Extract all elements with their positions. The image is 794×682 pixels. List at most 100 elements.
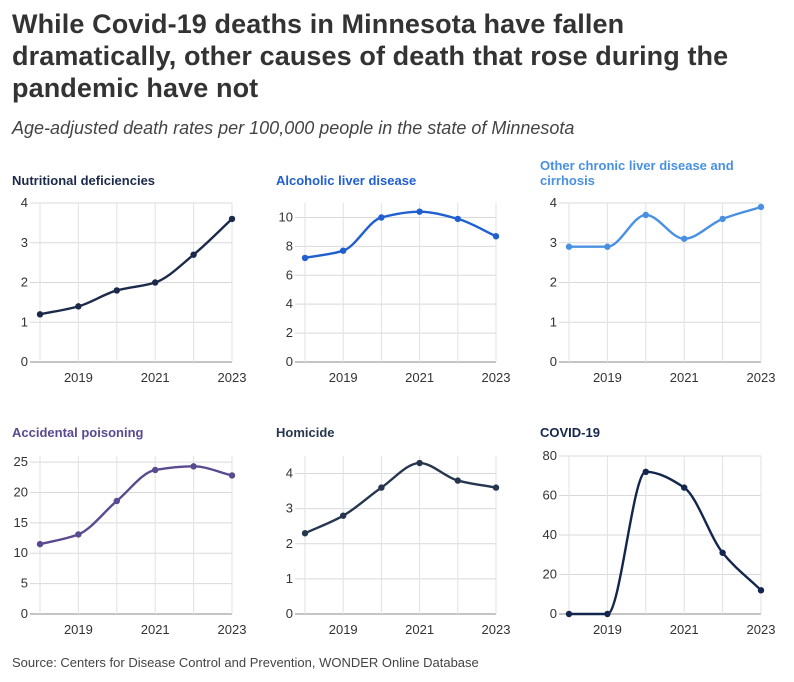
y-tick-label: 3 (286, 501, 293, 516)
data-point (378, 214, 385, 221)
panel-title-line: COVID-19 (540, 425, 600, 440)
y-tick-label: 3 (550, 235, 557, 250)
y-tick-label: 2 (550, 275, 557, 290)
data-point (152, 279, 159, 286)
x-tick-label: 2023 (747, 622, 776, 637)
y-tick-label: 40 (543, 527, 557, 542)
chart-panel: COVID-19 0 20 40 60 80 2019 2021 2023 (540, 425, 775, 637)
x-tick-label: 2023 (747, 370, 776, 385)
y-tick-label: 10 (14, 545, 28, 560)
y-tick-label: 0 (550, 606, 557, 621)
y-tick-label: 1 (550, 314, 557, 329)
x-tick-label: 2021 (141, 370, 170, 385)
data-point (681, 484, 688, 491)
data-point (757, 587, 765, 594)
panel-title-line: Alcoholic liver disease (276, 173, 416, 188)
x-tick-label: 2019 (593, 370, 622, 385)
data-point (604, 610, 611, 618)
series-line (38, 217, 234, 316)
panel-title: Nutritional deficiencies (12, 173, 155, 188)
y-tick-label: 60 (543, 488, 557, 503)
x-tick-label: 2023 (218, 370, 247, 385)
chart-panel: Homicide 0 1 2 3 4 2019 2021 2023 (276, 425, 510, 637)
y-tick-label: 80 (543, 448, 557, 463)
data-point (681, 235, 688, 242)
panel-title: Accidental poisoning (12, 425, 144, 440)
x-tick-label: 2023 (482, 370, 511, 385)
x-tick-label: 2019 (329, 370, 358, 385)
data-point (36, 540, 44, 548)
chart-panel: Nutritional deficiencies 0 1 2 3 4 2019 2021 202… (12, 173, 246, 385)
y-tick-label: 4 (550, 195, 557, 210)
series-line (303, 461, 498, 535)
x-tick-label: 2019 (329, 622, 358, 637)
x-tick-label: 2021 (670, 622, 699, 637)
data-point (75, 531, 82, 538)
data-point (340, 247, 347, 254)
y-tick-label: 0 (286, 606, 293, 621)
data-point (604, 243, 611, 250)
series-line (567, 205, 763, 248)
data-point (416, 208, 423, 215)
y-tick-label: 10 (279, 209, 293, 224)
y-tick-label: 8 (286, 238, 293, 253)
data-point (492, 484, 500, 491)
x-tick-label: 2021 (670, 370, 699, 385)
y-tick-label: 5 (21, 576, 28, 591)
data-point (113, 497, 121, 505)
panel-title-line: Homicide (276, 425, 335, 440)
x-tick-label: 2021 (405, 622, 434, 637)
data-point (75, 303, 82, 310)
panel-title: COVID-19 (540, 425, 600, 440)
x-tick-label: 2023 (218, 622, 247, 637)
data-point (757, 203, 765, 211)
panel-title-line: cirrhosis (540, 173, 595, 188)
x-tick-label: 2021 (141, 622, 170, 637)
data-point (190, 251, 197, 258)
x-tick-label: 2019 (64, 622, 93, 637)
data-point (719, 549, 726, 556)
panel-title-line: Other chronic liver disease and (540, 158, 734, 173)
y-tick-label: 4 (21, 195, 28, 210)
x-tick-label: 2019 (64, 370, 93, 385)
x-tick-label: 2019 (593, 622, 622, 637)
data-point (454, 477, 461, 484)
chart-panel: Accidental poisoning 0 5 10 15 20 25 2019 2021 20… (12, 425, 246, 637)
data-point (228, 472, 236, 479)
data-point (190, 463, 197, 470)
series-line (38, 465, 234, 546)
chart-panel: Alcoholic liver disease 0 2 4 6 8 10 2019 2021 20… (276, 173, 510, 385)
data-point (565, 243, 573, 250)
y-tick-label: 0 (21, 606, 28, 621)
chart-subtitle: Age-adjusted death rates per 100,000 peo… (12, 118, 575, 138)
data-point (301, 254, 309, 262)
data-point (152, 466, 159, 474)
y-tick-label: 1 (286, 571, 293, 586)
data-point (642, 468, 649, 475)
data-point (416, 459, 423, 467)
source-note: Source: Centers for Disease Control and … (12, 655, 479, 670)
y-tick-label: 4 (286, 296, 293, 311)
data-point (113, 287, 121, 294)
y-tick-label: 1 (21, 314, 28, 329)
panel-title: Alcoholic liver disease (276, 173, 416, 188)
y-tick-label: 20 (14, 484, 28, 499)
panel-title: Other chronic liver disease and cirrhosis (540, 158, 734, 188)
panel-title: Homicide (276, 425, 335, 440)
data-point (565, 610, 573, 618)
data-point (492, 233, 500, 240)
series-line (567, 470, 763, 616)
chart-panel: Other chronic liver disease and cirrhosis… (540, 158, 775, 385)
y-tick-label: 0 (21, 354, 28, 369)
panel-title-line: Nutritional deficiencies (12, 173, 155, 188)
data-point (642, 211, 649, 219)
y-tick-label: 20 (543, 567, 557, 582)
y-tick-label: 2 (286, 325, 293, 340)
x-tick-label: 2023 (482, 622, 511, 637)
data-point (378, 484, 385, 491)
y-tick-label: 2 (286, 536, 293, 551)
y-tick-label: 15 (14, 515, 28, 530)
chart-title: While Covid-19 deaths in Minnesota have … (12, 9, 729, 103)
data-point (340, 512, 347, 519)
